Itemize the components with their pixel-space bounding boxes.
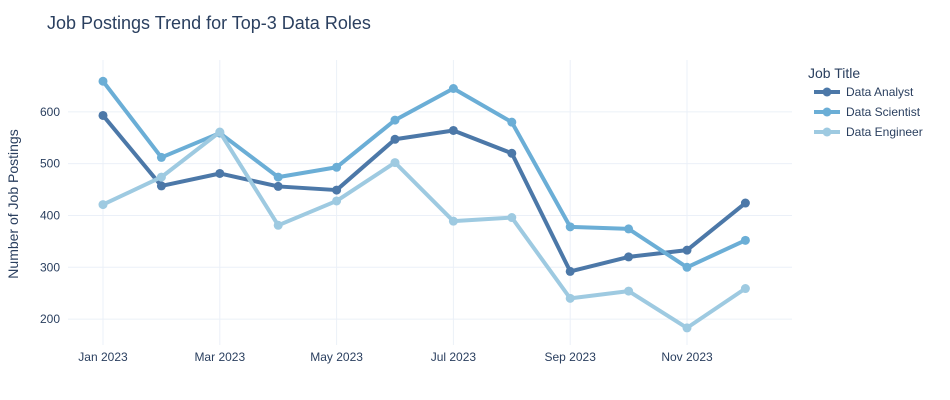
data-point[interactable] — [156, 152, 166, 162]
legend-label: Data Engineer — [846, 125, 923, 139]
data-point[interactable] — [98, 76, 108, 86]
legend-label: Data Analyst — [846, 85, 914, 99]
data-point[interactable] — [740, 284, 750, 294]
data-point[interactable] — [624, 252, 634, 262]
series-area — [98, 76, 750, 333]
data-point[interactable] — [98, 200, 108, 210]
x-axis: Jan 2023 Mar 2023 May 2023 Jul 2023 Sep 2023… — [78, 350, 713, 364]
y-tick-label: 500 — [40, 157, 60, 171]
legend-item[interactable]: Data Scientist — [814, 105, 921, 119]
x-tick-label: May 2023 — [310, 350, 363, 364]
data-point[interactable] — [332, 185, 342, 195]
data-point[interactable] — [740, 198, 750, 208]
data-point[interactable] — [448, 125, 458, 135]
series-line — [102, 130, 747, 330]
data-point[interactable] — [448, 216, 458, 226]
data-point[interactable] — [507, 213, 517, 223]
data-point[interactable] — [682, 245, 692, 255]
data-point[interactable] — [682, 323, 692, 333]
y-axis: 200 300 400 500 600 — [40, 105, 60, 326]
data-point[interactable] — [390, 115, 400, 125]
x-tick-label: Mar 2023 — [194, 350, 245, 364]
x-tick-label: Sep 2023 — [545, 350, 597, 364]
legend-item[interactable]: Data Engineer — [814, 125, 923, 139]
legend-swatch-marker — [822, 107, 832, 117]
y-tick-label: 200 — [40, 312, 60, 326]
data-point[interactable] — [682, 262, 692, 272]
series-data-scientist — [98, 76, 750, 272]
data-point[interactable] — [273, 181, 283, 191]
data-point[interactable] — [448, 84, 458, 93]
data-point[interactable] — [156, 172, 166, 182]
series-data-engineer — [98, 127, 750, 333]
data-point[interactable] — [273, 172, 283, 182]
legend-item[interactable]: Data Analyst — [814, 85, 914, 99]
y-axis-title: Number of Job Postings — [5, 129, 21, 278]
data-point[interactable] — [565, 293, 575, 303]
legend[interactable]: Job Title Data Analyst Data Scientist Data… — [808, 65, 923, 139]
legend-swatch-marker — [822, 87, 832, 97]
data-point[interactable] — [624, 286, 634, 296]
data-point[interactable] — [740, 235, 750, 245]
data-point[interactable] — [98, 110, 108, 120]
legend-swatch-marker — [822, 127, 832, 137]
data-point[interactable] — [624, 224, 634, 234]
chart-title: Job Postings Trend for Top-3 Data Roles — [47, 13, 371, 33]
data-point[interactable] — [215, 127, 225, 137]
data-point[interactable] — [390, 158, 400, 168]
x-tick-label: Jan 2023 — [78, 350, 128, 364]
series-data-analyst — [98, 110, 750, 276]
data-point[interactable] — [332, 162, 342, 172]
data-point[interactable] — [507, 148, 517, 158]
data-point[interactable] — [565, 266, 575, 276]
data-point[interactable] — [390, 134, 400, 144]
data-point[interactable] — [273, 220, 283, 230]
data-point[interactable] — [156, 181, 166, 191]
data-point[interactable] — [332, 196, 342, 206]
legend-label: Data Scientist — [846, 105, 921, 119]
legend-title: Job Title — [808, 65, 860, 81]
data-point[interactable] — [507, 117, 517, 127]
grid — [68, 60, 792, 345]
series-line — [101, 80, 747, 270]
series-line — [101, 114, 747, 274]
y-tick-label: 300 — [40, 260, 60, 274]
data-point[interactable] — [565, 222, 575, 232]
y-tick-label: 600 — [40, 105, 60, 119]
y-tick-label: 400 — [40, 208, 60, 222]
data-point[interactable] — [215, 168, 225, 178]
x-tick-label: Nov 2023 — [661, 350, 713, 364]
x-tick-label: Jul 2023 — [431, 350, 477, 364]
